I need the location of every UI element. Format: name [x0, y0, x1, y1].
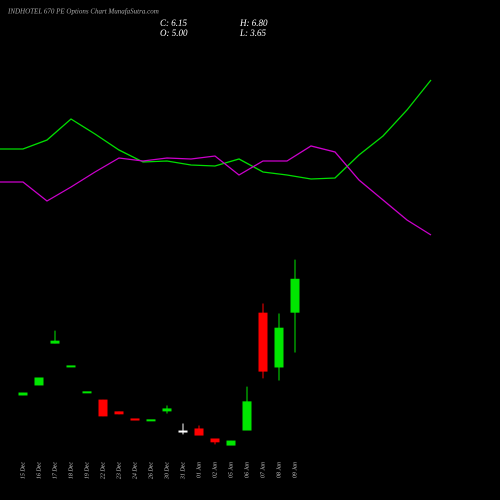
candle-body [242, 401, 252, 431]
x-tick-label: 31 Dec [180, 462, 186, 480]
candle-body [114, 411, 124, 415]
indicator-line [0, 79, 432, 180]
x-tick-label: 05 Jan [228, 462, 234, 478]
candle-body [66, 365, 76, 368]
open-label: O: 5.00 [160, 28, 188, 38]
indicator-line [0, 145, 432, 236]
high-label: H: 6.80 [239, 18, 268, 28]
candle-body [98, 399, 108, 417]
candle-body [130, 418, 140, 421]
chart-title: INDHOTEL 670 PE Options Chart MunafaSutr… [7, 8, 159, 16]
candle-body [162, 408, 172, 412]
x-tick-label: 18 Dec [68, 462, 74, 479]
x-tick-label: 26 Dec [148, 462, 154, 479]
low-label: L: 3.65 [239, 28, 267, 38]
candle-body [34, 377, 44, 386]
close-label: C: 6.15 [160, 18, 188, 28]
x-tick-label: 08 Jan [276, 462, 282, 478]
x-tick-label: 19 Dec [84, 462, 90, 479]
candle-body [82, 391, 92, 394]
x-tick-label: 01 Jan [196, 462, 202, 478]
candle-body [210, 438, 220, 443]
candle-body [194, 428, 204, 436]
x-tick-label: 09 Jan [292, 462, 298, 478]
candle-body [274, 327, 284, 368]
x-tick-label: 30 Dec [164, 462, 170, 480]
x-tick-label: 24 Dec [131, 462, 138, 479]
x-tick-label: 15 Dec [20, 462, 26, 479]
x-tick-label: 22 Dec [100, 462, 106, 479]
x-tick-label: 02 Jan [212, 462, 218, 478]
candle-body [290, 278, 300, 313]
candle-body [226, 440, 236, 446]
candle-body [146, 419, 156, 422]
x-tick-label: 23 Dec [116, 462, 122, 479]
candle-body [50, 340, 60, 344]
candle-body [178, 430, 188, 433]
x-tick-label: 07 Jan [260, 462, 266, 478]
x-tick-label: 17 Dec [52, 462, 58, 479]
candle-body [18, 392, 28, 396]
candle-body [258, 312, 268, 372]
x-tick-label: 06 Jan [244, 462, 250, 478]
x-tick-label: 16 Dec [36, 462, 42, 479]
